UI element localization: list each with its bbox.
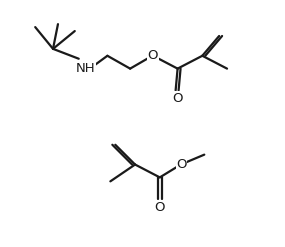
Text: O: O <box>148 49 158 62</box>
Text: O: O <box>172 92 183 105</box>
Text: O: O <box>176 158 187 171</box>
Text: NH: NH <box>76 62 95 75</box>
Text: O: O <box>154 201 165 214</box>
